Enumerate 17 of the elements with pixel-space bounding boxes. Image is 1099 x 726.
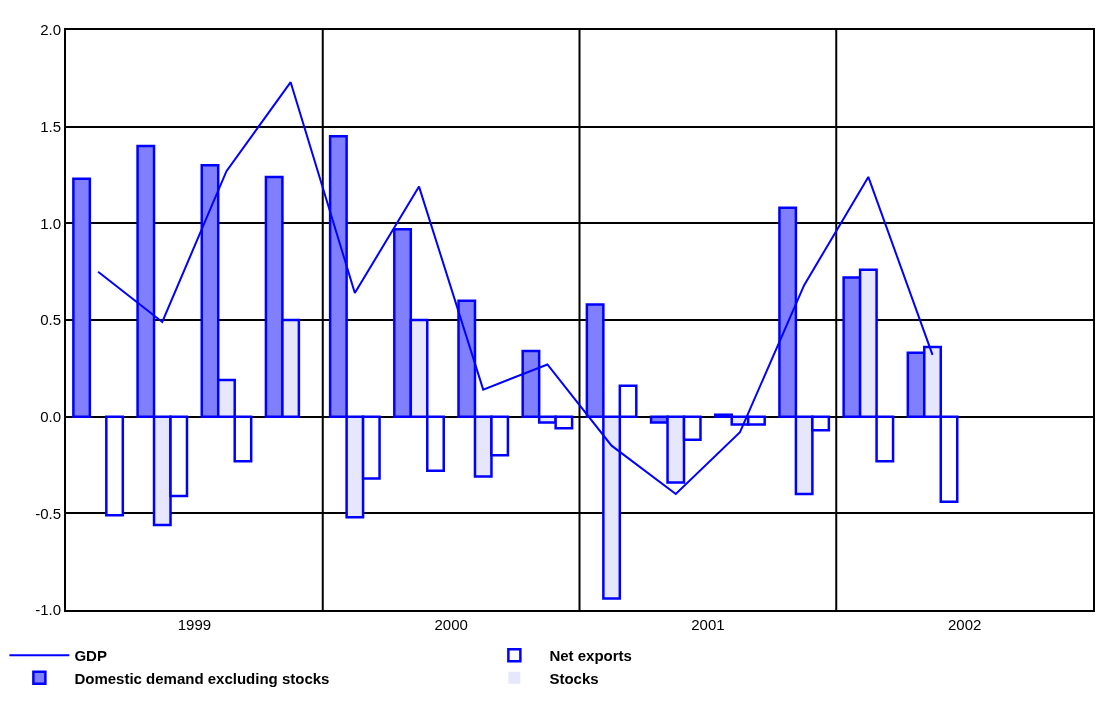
y-tick-label: -0.5 <box>35 504 61 522</box>
x-tick-label: 2000 <box>434 616 468 633</box>
y-tick-label: -1.0 <box>35 601 61 619</box>
y-tick-label: 0.5 <box>40 311 61 329</box>
x-tick-label: 2001 <box>691 616 725 633</box>
legend-label: Stocks <box>549 669 599 687</box>
legend-label: Net exports <box>549 647 632 665</box>
legend-label: GDP <box>74 647 107 665</box>
y-tick-label: 1.5 <box>40 117 61 135</box>
x-tick-label: 2002 <box>947 616 982 633</box>
x-tick-label: 1999 <box>177 616 212 633</box>
legend-label: Domestic demand excluding stocks <box>74 669 330 687</box>
bar <box>105 415 125 517</box>
y-tick-label: 1.0 <box>40 214 61 232</box>
bar <box>72 177 92 418</box>
y-tick-label: 2.0 <box>40 21 61 39</box>
y-tick-label: 0.0 <box>40 407 61 425</box>
